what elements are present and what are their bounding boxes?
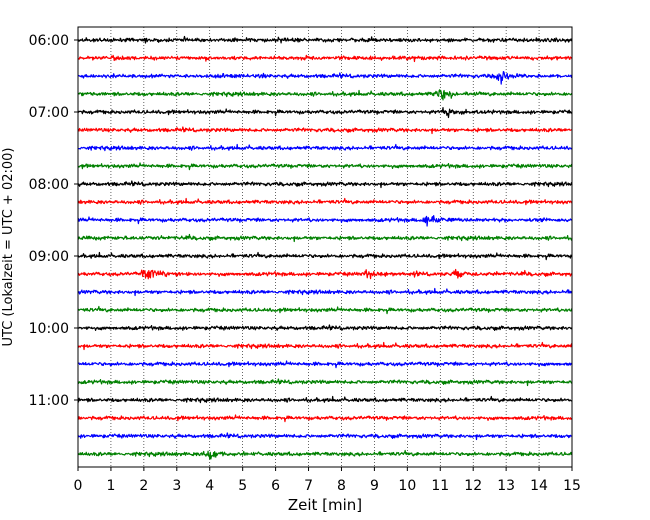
trace-0900 bbox=[77, 251, 573, 261]
trace-0745 bbox=[77, 162, 573, 171]
trace-0615 bbox=[77, 54, 573, 63]
x-tick-label: 3 bbox=[172, 478, 181, 494]
x-tick-label: 13 bbox=[497, 478, 515, 494]
trace-1045 bbox=[77, 378, 573, 387]
x-tick-label: 10 bbox=[398, 478, 416, 494]
trace-0645 bbox=[77, 89, 573, 101]
x-axis-ticks: 0 1 2 3 4 5 6 7 8 9 10 11 12 13 14 15 bbox=[74, 467, 581, 494]
x-axis-label: Zeit [min] bbox=[288, 496, 362, 514]
y-tick-label: 08:00 bbox=[29, 177, 69, 193]
x-tick-label: 1 bbox=[106, 478, 115, 494]
trace-1100 bbox=[77, 395, 573, 404]
x-tick-label: 9 bbox=[370, 478, 379, 494]
gridlines bbox=[110, 27, 540, 467]
y-tick-label: 10:00 bbox=[29, 321, 69, 337]
x-tick-label: 6 bbox=[271, 478, 280, 494]
y-axis-label: UTC (Lokalzeit = UTC + 02:00) bbox=[1, 148, 16, 347]
trace-0830 bbox=[77, 215, 573, 227]
trace-0600 bbox=[77, 35, 573, 44]
x-tick-label: 0 bbox=[74, 478, 83, 494]
trace-0845 bbox=[77, 233, 573, 243]
x-tick-label: 2 bbox=[139, 478, 148, 494]
y-tick-label: 07:00 bbox=[29, 105, 69, 121]
trace-0715 bbox=[77, 126, 573, 135]
trace-1030 bbox=[77, 360, 573, 369]
trace-0930 bbox=[77, 287, 573, 297]
x-tick-label: 11 bbox=[431, 478, 449, 494]
trace-1115 bbox=[77, 414, 573, 423]
y-tick-label: 06:00 bbox=[29, 33, 69, 49]
trace-0945 bbox=[77, 305, 573, 315]
trace-1015 bbox=[77, 341, 573, 351]
x-tick-label: 15 bbox=[563, 478, 581, 494]
trace-0630 bbox=[77, 70, 573, 85]
x-tick-label: 7 bbox=[304, 478, 313, 494]
trace-0700 bbox=[77, 107, 573, 119]
y-tick-label: 11:00 bbox=[29, 393, 69, 409]
trace-1000 bbox=[77, 324, 573, 332]
y-tick-label: 09:00 bbox=[29, 249, 69, 265]
x-tick-label: 5 bbox=[238, 478, 247, 494]
trace-0800 bbox=[77, 180, 573, 189]
trace-1130 bbox=[77, 432, 573, 441]
y-axis-ticks: 06:00 07:00 08:00 09:00 10:00 11:00 bbox=[29, 33, 78, 409]
x-tick-label: 12 bbox=[464, 478, 482, 494]
trace-1145 bbox=[77, 449, 573, 460]
x-tick-label: 14 bbox=[530, 478, 548, 494]
trace-0815 bbox=[77, 197, 573, 206]
trace-0730 bbox=[77, 143, 573, 152]
x-tick-label: 4 bbox=[205, 478, 214, 494]
traces bbox=[77, 35, 573, 460]
plot-frame bbox=[77, 26, 573, 468]
x-tick-label: 8 bbox=[337, 478, 346, 494]
trace-0915 bbox=[77, 268, 573, 280]
